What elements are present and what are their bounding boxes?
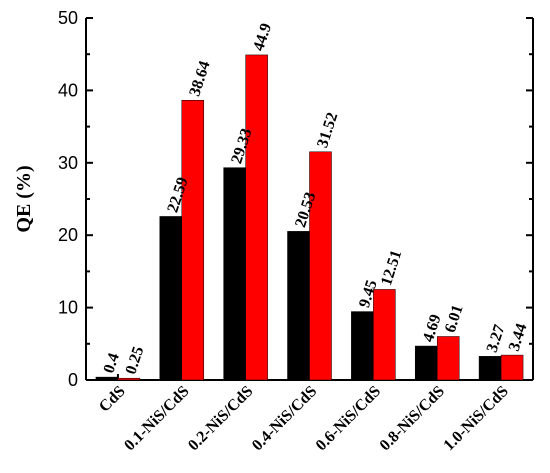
bar-red (309, 151, 332, 381)
x-tick-label: CdS (96, 383, 129, 416)
bars (95, 54, 524, 381)
bar-black (287, 231, 310, 381)
x-tick-label: 0.6-NiS/CdS (313, 383, 385, 455)
bar-black (414, 345, 438, 381)
x-tick-label: 0.2-NiS/CdS (185, 383, 257, 455)
data-label: 38.64 (186, 59, 213, 98)
data-label: 44.9 (250, 21, 275, 53)
x-tick-label: 0.1-NiS/CdS (121, 383, 193, 455)
data-label: 0.25 (123, 345, 148, 377)
bar-red (181, 99, 205, 381)
data-label: 31.52 (314, 111, 341, 150)
data-label: 12.51 (378, 248, 405, 287)
bar-black (95, 376, 119, 381)
x-tick-label: 0.4-NiS/CdS (249, 383, 321, 455)
bar-black (478, 356, 502, 381)
y-tick-label: 30 (58, 153, 78, 173)
y-tick-label: 50 (58, 8, 78, 28)
bar-black (351, 311, 374, 381)
bar-red (117, 377, 141, 381)
y-axis-title: QE (%) (13, 165, 35, 232)
bar-red (373, 289, 396, 381)
y-tick-label: 0 (68, 370, 78, 390)
bar-black (223, 167, 246, 381)
data-label: 0.4 (101, 351, 123, 375)
data-label: 6.01 (442, 303, 467, 335)
x-tick-label: 0.8-NiS/CdS (377, 383, 449, 455)
y-tick-label: 40 (58, 80, 78, 100)
bar-red (500, 354, 524, 381)
bar-red (436, 336, 460, 381)
y-tick-label: 10 (58, 298, 78, 318)
bar-black (159, 216, 183, 381)
data-label: 3.44 (506, 321, 531, 353)
data-label: 3.27 (484, 323, 509, 355)
x-tick-label: 1.0-NiS/CdS (440, 383, 512, 455)
bar-red (245, 54, 268, 381)
y-tick-label: 20 (58, 225, 78, 245)
